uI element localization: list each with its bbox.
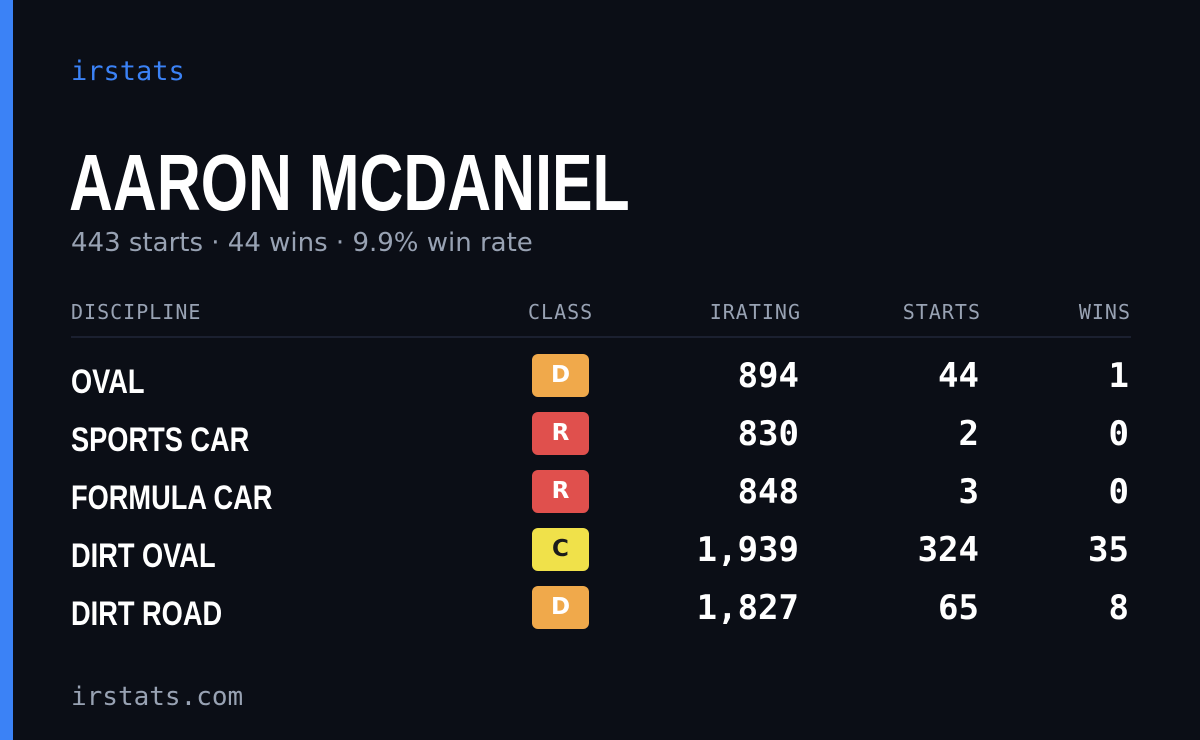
table-row: FORMULA CAR R 848 3 0 [71, 470, 1131, 528]
starts-value: 3 [958, 472, 979, 512]
irating-value: 830 [737, 414, 799, 454]
discipline-name: DIRT ROAD [71, 595, 223, 633]
footer-url: irstats.com [71, 682, 244, 712]
irating-value: 894 [737, 356, 799, 396]
class-badge: R [532, 412, 589, 455]
class-badge: D [532, 586, 589, 629]
starts-value: 65 [938, 588, 979, 628]
column-header-irating: IRATING [709, 300, 801, 324]
wins-value: 0 [1108, 414, 1129, 454]
class-badge: R [532, 470, 589, 513]
starts-value: 2 [958, 414, 979, 454]
column-header-class: CLASS [528, 300, 594, 324]
wins-value: 35 [1088, 530, 1129, 570]
wins-value: 0 [1108, 472, 1129, 512]
table-header: DISCIPLINE CLASS IRATING STARTS WINS [71, 298, 1131, 338]
class-badge: D [532, 354, 589, 397]
driver-summary: 443 starts · 44 wins · 9.9% win rate [71, 228, 533, 258]
column-header-starts: STARTS [902, 300, 981, 324]
column-header-wins: WINS [1078, 300, 1131, 324]
driver-name: AARON MCDANIEL [69, 138, 630, 227]
irating-value: 1,939 [696, 530, 799, 570]
accent-bar [0, 0, 13, 740]
starts-value: 44 [938, 356, 979, 396]
starts-value: 324 [917, 530, 979, 570]
class-badge: C [532, 528, 589, 571]
table-row: DIRT OVAL C 1,939 324 35 [71, 528, 1131, 586]
table-row: OVAL D 894 44 1 [71, 354, 1131, 412]
column-header-discipline: DISCIPLINE [71, 300, 202, 324]
wins-value: 1 [1108, 356, 1129, 396]
discipline-name: DIRT OVAL [71, 537, 216, 575]
irating-value: 848 [737, 472, 799, 512]
brand-logo-text: irstats [71, 56, 185, 87]
table-row: DIRT ROAD D 1,827 65 8 [71, 586, 1131, 644]
table-body: OVAL D 894 44 1 SPORTS CAR R 830 2 0 FOR… [71, 354, 1131, 644]
discipline-name: FORMULA CAR [71, 479, 273, 517]
irating-value: 1,827 [696, 588, 799, 628]
discipline-name: OVAL [71, 363, 145, 401]
stats-table: DISCIPLINE CLASS IRATING STARTS WINS OVA… [71, 298, 1131, 644]
wins-value: 8 [1108, 588, 1129, 628]
discipline-name: SPORTS CAR [71, 421, 250, 459]
table-row: SPORTS CAR R 830 2 0 [71, 412, 1131, 470]
